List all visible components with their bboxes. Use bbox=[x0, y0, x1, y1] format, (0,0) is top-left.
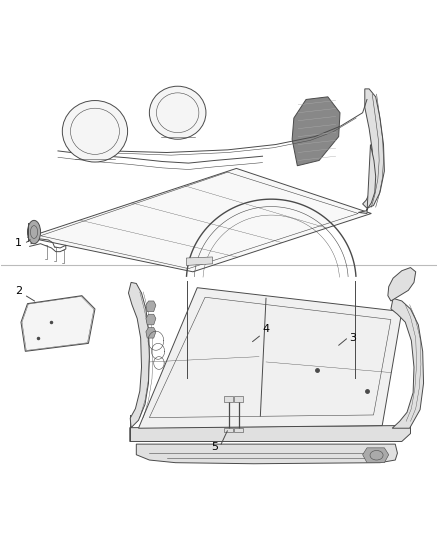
Polygon shape bbox=[234, 428, 243, 432]
Polygon shape bbox=[388, 268, 416, 301]
Polygon shape bbox=[138, 288, 402, 428]
Text: 2: 2 bbox=[15, 286, 22, 296]
Polygon shape bbox=[146, 327, 156, 338]
Polygon shape bbox=[21, 296, 95, 351]
Polygon shape bbox=[186, 257, 212, 265]
Polygon shape bbox=[58, 229, 69, 240]
Ellipse shape bbox=[28, 220, 41, 244]
Ellipse shape bbox=[149, 86, 206, 139]
Text: 1: 1 bbox=[15, 238, 22, 248]
Polygon shape bbox=[234, 397, 243, 402]
Polygon shape bbox=[363, 89, 385, 208]
Polygon shape bbox=[224, 428, 233, 432]
Text: 3: 3 bbox=[350, 333, 357, 343]
Text: 4: 4 bbox=[262, 324, 270, 334]
Polygon shape bbox=[292, 97, 340, 166]
Polygon shape bbox=[363, 448, 389, 463]
Polygon shape bbox=[28, 168, 371, 272]
Ellipse shape bbox=[62, 101, 127, 162]
Text: 5: 5 bbox=[211, 442, 218, 453]
Polygon shape bbox=[130, 423, 410, 441]
Polygon shape bbox=[128, 282, 149, 427]
Polygon shape bbox=[391, 298, 424, 428]
Polygon shape bbox=[136, 444, 397, 464]
Polygon shape bbox=[224, 397, 233, 402]
Polygon shape bbox=[146, 314, 156, 325]
Polygon shape bbox=[146, 301, 156, 312]
Polygon shape bbox=[358, 144, 376, 214]
